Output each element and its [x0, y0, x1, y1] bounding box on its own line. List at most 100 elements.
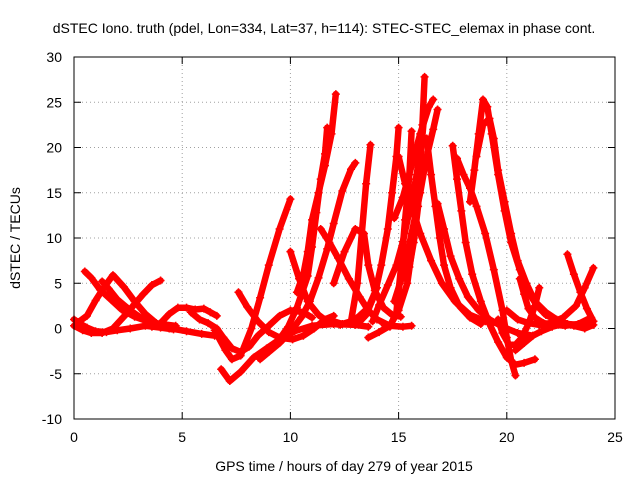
data-point	[502, 306, 511, 315]
data-point	[225, 376, 234, 385]
data-point	[199, 304, 208, 313]
data-point	[108, 324, 117, 333]
data-point	[351, 158, 360, 167]
data-point	[377, 261, 386, 270]
data-point	[457, 206, 466, 215]
data-point	[401, 215, 410, 224]
data-point	[546, 319, 555, 328]
data-point	[353, 279, 362, 288]
data-point	[141, 310, 150, 319]
data-point	[407, 321, 416, 330]
data-point	[310, 324, 319, 333]
data-point	[466, 197, 475, 206]
satellite-track	[422, 134, 485, 328]
satellite-track	[98, 277, 219, 340]
data-point	[485, 319, 494, 328]
data-point	[338, 186, 347, 195]
data-point	[113, 295, 122, 304]
data-point	[308, 313, 317, 322]
data-point	[362, 310, 371, 319]
satellite-track	[147, 303, 221, 331]
data-point	[489, 134, 498, 143]
data-point	[513, 329, 522, 338]
data-point	[236, 351, 245, 360]
data-point	[165, 310, 174, 319]
data-point	[483, 102, 492, 111]
data-point	[401, 179, 410, 188]
data-point	[87, 273, 96, 282]
data-point	[329, 317, 338, 326]
data-point	[476, 297, 485, 306]
data-point	[303, 297, 312, 306]
data-point	[535, 283, 544, 292]
data-point	[481, 229, 490, 238]
data-point	[119, 282, 128, 291]
data-point	[517, 333, 526, 342]
track-line	[70, 277, 164, 337]
data-point	[156, 319, 165, 328]
data-point	[461, 238, 470, 247]
data-point	[297, 313, 306, 322]
data-point	[249, 353, 258, 362]
data-point	[455, 301, 464, 310]
data-point	[321, 161, 330, 170]
data-point	[390, 297, 399, 306]
data-point	[104, 284, 113, 293]
track-line	[494, 284, 543, 349]
satellite-track	[563, 250, 598, 326]
data-point	[385, 322, 394, 331]
data-point	[416, 229, 425, 238]
data-point	[292, 288, 301, 297]
data-point	[236, 367, 245, 376]
data-point	[515, 274, 524, 283]
x-tick-label: 10	[283, 429, 299, 445]
data-point	[453, 154, 462, 163]
data-point	[182, 303, 191, 312]
data-point	[130, 297, 139, 306]
data-point	[253, 317, 262, 326]
data-point	[286, 247, 295, 256]
data-point	[379, 319, 388, 328]
data-point	[407, 229, 416, 238]
data-point	[316, 224, 325, 233]
data-point	[275, 311, 284, 320]
y-tick-label: 0	[54, 321, 62, 337]
data-point	[530, 355, 539, 364]
data-point	[383, 224, 392, 233]
data-point	[528, 331, 537, 340]
data-point	[494, 338, 503, 347]
data-point	[427, 256, 436, 265]
data-point	[167, 324, 176, 333]
data-point	[507, 229, 516, 238]
grid-lines	[74, 57, 615, 419]
satellite-track	[453, 154, 520, 380]
data-point	[398, 322, 407, 331]
tick-labels: 0 5 10 15 20 25 -10 -5 0 5 10 15 20 25 30	[42, 49, 623, 445]
data-point	[284, 322, 293, 331]
data-point	[346, 317, 355, 326]
data-point	[455, 274, 464, 283]
data-point	[256, 355, 265, 364]
data-point	[182, 327, 191, 336]
data-point	[314, 273, 323, 282]
data-point	[530, 313, 539, 322]
data-point	[478, 120, 487, 129]
data-point	[262, 347, 271, 356]
x-tick-label: 5	[178, 429, 186, 445]
data-point	[197, 329, 206, 338]
data-point	[362, 179, 371, 188]
data-point	[314, 188, 323, 197]
track-line	[434, 200, 537, 339]
data-point	[292, 303, 301, 312]
data-point	[91, 296, 100, 305]
data-point	[498, 329, 507, 338]
data-point	[87, 329, 96, 338]
data-point	[563, 250, 572, 259]
satellite-track	[390, 95, 438, 223]
data-point	[217, 365, 226, 374]
data-point	[513, 315, 522, 324]
satellite-track	[292, 90, 340, 297]
data-point	[210, 326, 219, 335]
